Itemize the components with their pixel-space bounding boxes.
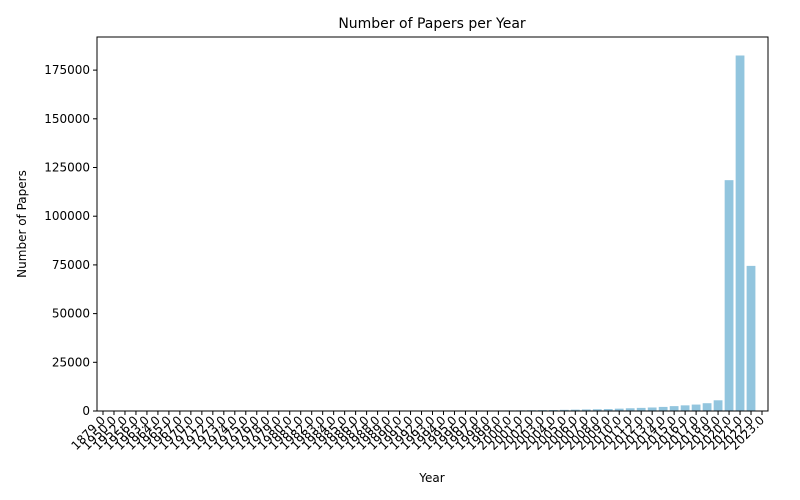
bar bbox=[746, 265, 756, 411]
y-tick-label: 175000 bbox=[44, 63, 90, 77]
bar bbox=[680, 405, 690, 411]
bar bbox=[724, 180, 734, 411]
bars-group bbox=[98, 55, 756, 411]
bar bbox=[636, 407, 646, 411]
bar bbox=[735, 55, 745, 411]
y-axis-title: Number of Papers bbox=[15, 170, 29, 278]
bar bbox=[669, 406, 679, 411]
y-tick-label: 100000 bbox=[44, 209, 90, 223]
y-axis: 0 25000 50000 75000 100000 125000 150000 175000 bbox=[44, 63, 97, 418]
bar bbox=[614, 408, 624, 411]
bar bbox=[581, 409, 591, 411]
y-tick-label: 25000 bbox=[52, 355, 90, 369]
bar bbox=[658, 406, 668, 411]
bar bbox=[592, 409, 602, 411]
bar bbox=[570, 409, 580, 411]
x-axis-title: Year bbox=[418, 471, 444, 485]
y-tick-label: 0 bbox=[82, 404, 90, 418]
bar bbox=[691, 404, 701, 411]
chart-title: Number of Papers per Year bbox=[338, 16, 526, 32]
bar bbox=[713, 400, 723, 411]
bar bbox=[559, 409, 569, 411]
y-tick-label: 75000 bbox=[52, 258, 90, 272]
x-axis: 1879.01950.01952.01956.01963.01964.01965… bbox=[69, 411, 767, 453]
bar bbox=[603, 409, 613, 411]
bar bbox=[625, 408, 635, 411]
y-tick-label: 125000 bbox=[44, 161, 90, 175]
y-tick-label: 150000 bbox=[44, 112, 90, 126]
plot-frame bbox=[96, 36, 769, 412]
bar bbox=[702, 403, 712, 411]
bar bbox=[647, 407, 657, 411]
y-tick-label: 50000 bbox=[52, 307, 90, 321]
